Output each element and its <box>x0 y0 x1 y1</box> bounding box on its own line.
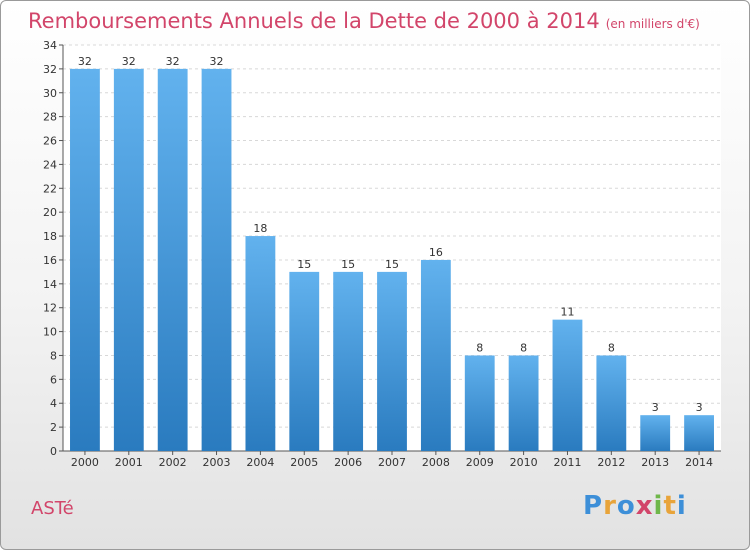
x-tick-label: 2010 <box>510 456 538 469</box>
title-unit: (en milliers d'€) <box>605 17 700 31</box>
y-tick-label: 18 <box>43 230 57 243</box>
bar-value-label: 16 <box>429 246 443 259</box>
x-tick-label: 2004 <box>246 456 274 469</box>
bar <box>508 355 539 451</box>
y-tick-label: 8 <box>50 349 57 362</box>
logo-letter: r <box>603 491 617 521</box>
bar-value-label: 8 <box>520 341 527 354</box>
logo-letter: x <box>635 491 654 521</box>
y-tick-label: 22 <box>43 182 57 195</box>
bar-value-label: 8 <box>476 341 483 354</box>
y-tick-label: 24 <box>43 158 57 171</box>
commune-name: ASTé <box>31 498 74 519</box>
bar-value-label: 18 <box>253 222 267 235</box>
x-tick-label: 2003 <box>203 456 231 469</box>
bar-value-label: 32 <box>166 55 180 68</box>
y-tick-label: 30 <box>43 87 57 100</box>
x-tick-label: 2013 <box>641 456 669 469</box>
bar <box>201 68 232 451</box>
y-tick-label: 26 <box>43 135 57 148</box>
y-tick-label: 6 <box>50 373 57 386</box>
x-tick-label: 2000 <box>71 456 99 469</box>
bar <box>420 259 451 451</box>
bar-value-label: 8 <box>608 341 615 354</box>
x-tick-label: 2011 <box>553 456 581 469</box>
x-tick-label: 2014 <box>685 456 713 469</box>
y-tick-label: 2 <box>50 421 57 434</box>
logo-letter: i <box>676 491 687 521</box>
y-tick-label: 4 <box>50 397 57 410</box>
logo-letter: o <box>616 491 636 521</box>
y-tick-label: 10 <box>43 326 57 339</box>
bar <box>377 271 407 451</box>
bar-value-label: 11 <box>560 306 574 319</box>
logo-letter: P <box>583 491 604 521</box>
bar <box>333 271 364 451</box>
bar-value-label: 15 <box>385 258 399 271</box>
x-tick-label: 2012 <box>597 456 625 469</box>
bar <box>245 236 276 451</box>
x-tick-label: 2002 <box>159 456 187 469</box>
y-tick-label: 0 <box>50 445 57 458</box>
x-tick-label: 2005 <box>290 456 318 469</box>
bar <box>464 355 495 451</box>
title-text: Remboursements Annuels de la Dette de 20… <box>28 9 600 33</box>
bar <box>684 415 714 451</box>
bar <box>552 319 583 451</box>
x-tick-label: 2006 <box>334 456 362 469</box>
bar-value-label: 32 <box>122 55 136 68</box>
bar-value-label: 32 <box>210 55 224 68</box>
bar-value-label: 15 <box>341 258 355 271</box>
chart-title: Remboursements Annuels de la Dette de 20… <box>28 9 700 33</box>
bar <box>596 355 627 451</box>
bar-value-label: 3 <box>652 401 659 414</box>
bar-value-label: 15 <box>297 258 311 271</box>
y-tick-label: 14 <box>43 278 57 291</box>
y-tick-label: 20 <box>43 206 57 219</box>
y-tick-label: 16 <box>43 254 57 267</box>
y-tick-label: 34 <box>43 39 57 52</box>
y-tick-label: 32 <box>43 63 57 76</box>
x-tick-label: 2001 <box>115 456 143 469</box>
bar <box>113 68 144 451</box>
y-tick-label: 28 <box>43 111 57 124</box>
bar-value-label: 32 <box>78 55 92 68</box>
bar-value-label: 3 <box>696 401 703 414</box>
logo-letter: i <box>653 491 664 521</box>
bar <box>640 415 671 451</box>
bar <box>70 68 100 451</box>
x-tick-label: 2009 <box>466 456 494 469</box>
bar <box>157 68 188 451</box>
x-tick-label: 2008 <box>422 456 450 469</box>
bar <box>289 271 320 451</box>
proxiti-logo: Proxiti <box>583 491 687 521</box>
x-tick-label: 2007 <box>378 456 406 469</box>
y-tick-label: 12 <box>43 302 57 315</box>
logo-letter: t <box>663 491 677 521</box>
